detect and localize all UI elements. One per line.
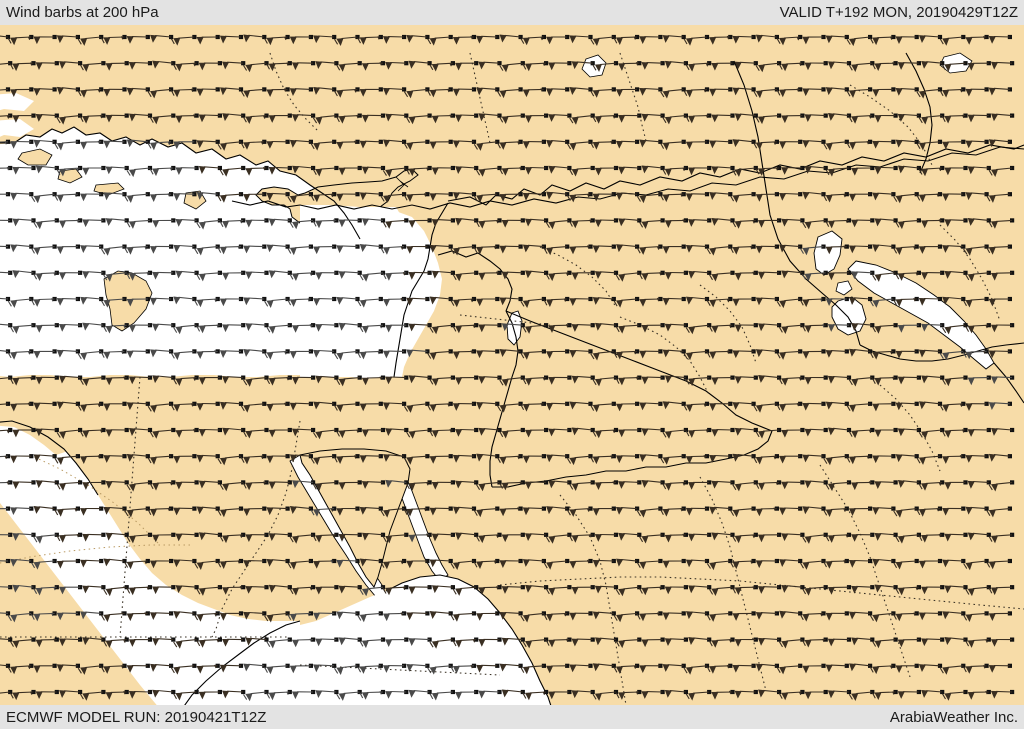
page-title: Wind barbs at 200 hPa bbox=[6, 4, 159, 21]
valid-time-label: VALID T+192 MON, 20190429T12Z bbox=[779, 4, 1018, 21]
header-bar: Wind barbs at 200 hPa VALID T+192 MON, 2… bbox=[0, 0, 1024, 25]
geography-layer bbox=[0, 25, 1024, 705]
map-viewport[interactable] bbox=[0, 25, 1024, 705]
